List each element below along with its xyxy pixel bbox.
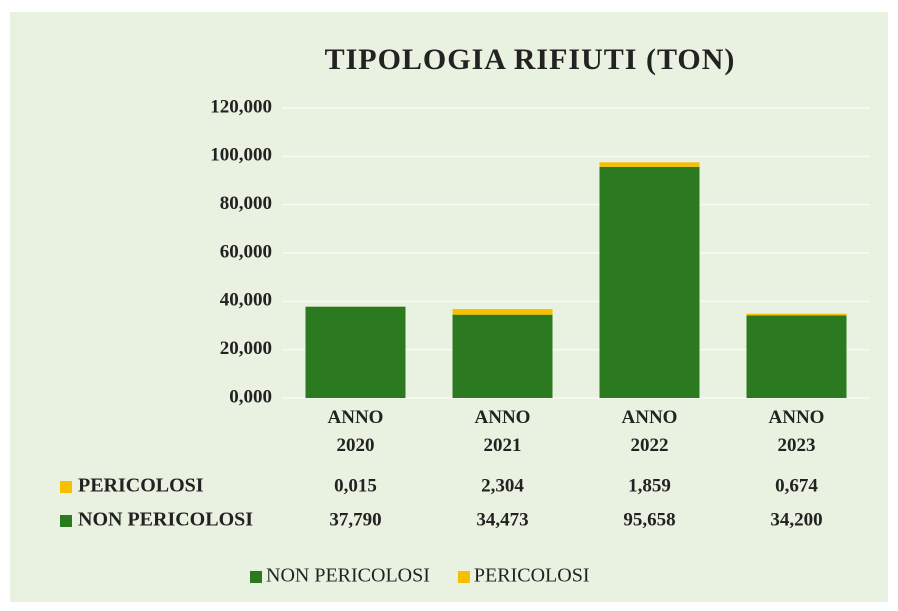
y-tick-label: 100,000 [210, 145, 272, 166]
bar-segment [305, 306, 406, 398]
legend-swatch [250, 571, 262, 583]
table-value: 95,658 [623, 509, 675, 530]
table-swatch [60, 481, 72, 493]
chart-title: TIPOLOGIA RIFIUTI (TON) [325, 43, 736, 76]
legend-label: NON PERICOLOSI [266, 565, 430, 587]
y-tick-label: 120,000 [210, 96, 272, 117]
table-value: 34,200 [770, 509, 822, 530]
table-value: 2,304 [481, 475, 524, 496]
bar-segment [599, 166, 700, 398]
table-value: 34,473 [476, 509, 528, 530]
table-value: 0,674 [775, 475, 818, 496]
table-row-label: NON PERICOLOSI [78, 509, 253, 531]
table-value: 1,859 [628, 475, 671, 496]
legend-swatch [457, 571, 470, 583]
table-value: 37,790 [329, 509, 381, 530]
x-tick-label: ANNO 2021 [474, 407, 531, 456]
x-tick-label: ANNO 2020 [327, 407, 384, 456]
x-tick-label: ANNO 2022 [621, 407, 678, 456]
y-tick-label: 0,000 [229, 386, 272, 407]
y-tick-label: 20,000 [220, 338, 272, 359]
table-row-label: PERICOLOSI [78, 475, 204, 497]
x-tick-label: ANNO 2023 [768, 407, 825, 456]
legend-label: PERICOLOSI [474, 565, 590, 587]
bar-segment [452, 314, 553, 398]
y-tick-label: 40,000 [220, 290, 272, 311]
y-tick-label: 60,000 [220, 241, 272, 262]
y-tick-label: 80,000 [220, 193, 272, 214]
bar-segment [746, 315, 847, 398]
bar-segment [746, 313, 847, 316]
table-value: 0,015 [334, 475, 377, 496]
background [10, 12, 888, 602]
bar-segment [599, 162, 700, 167]
table-swatch [60, 515, 72, 527]
bar-segment [452, 309, 553, 315]
